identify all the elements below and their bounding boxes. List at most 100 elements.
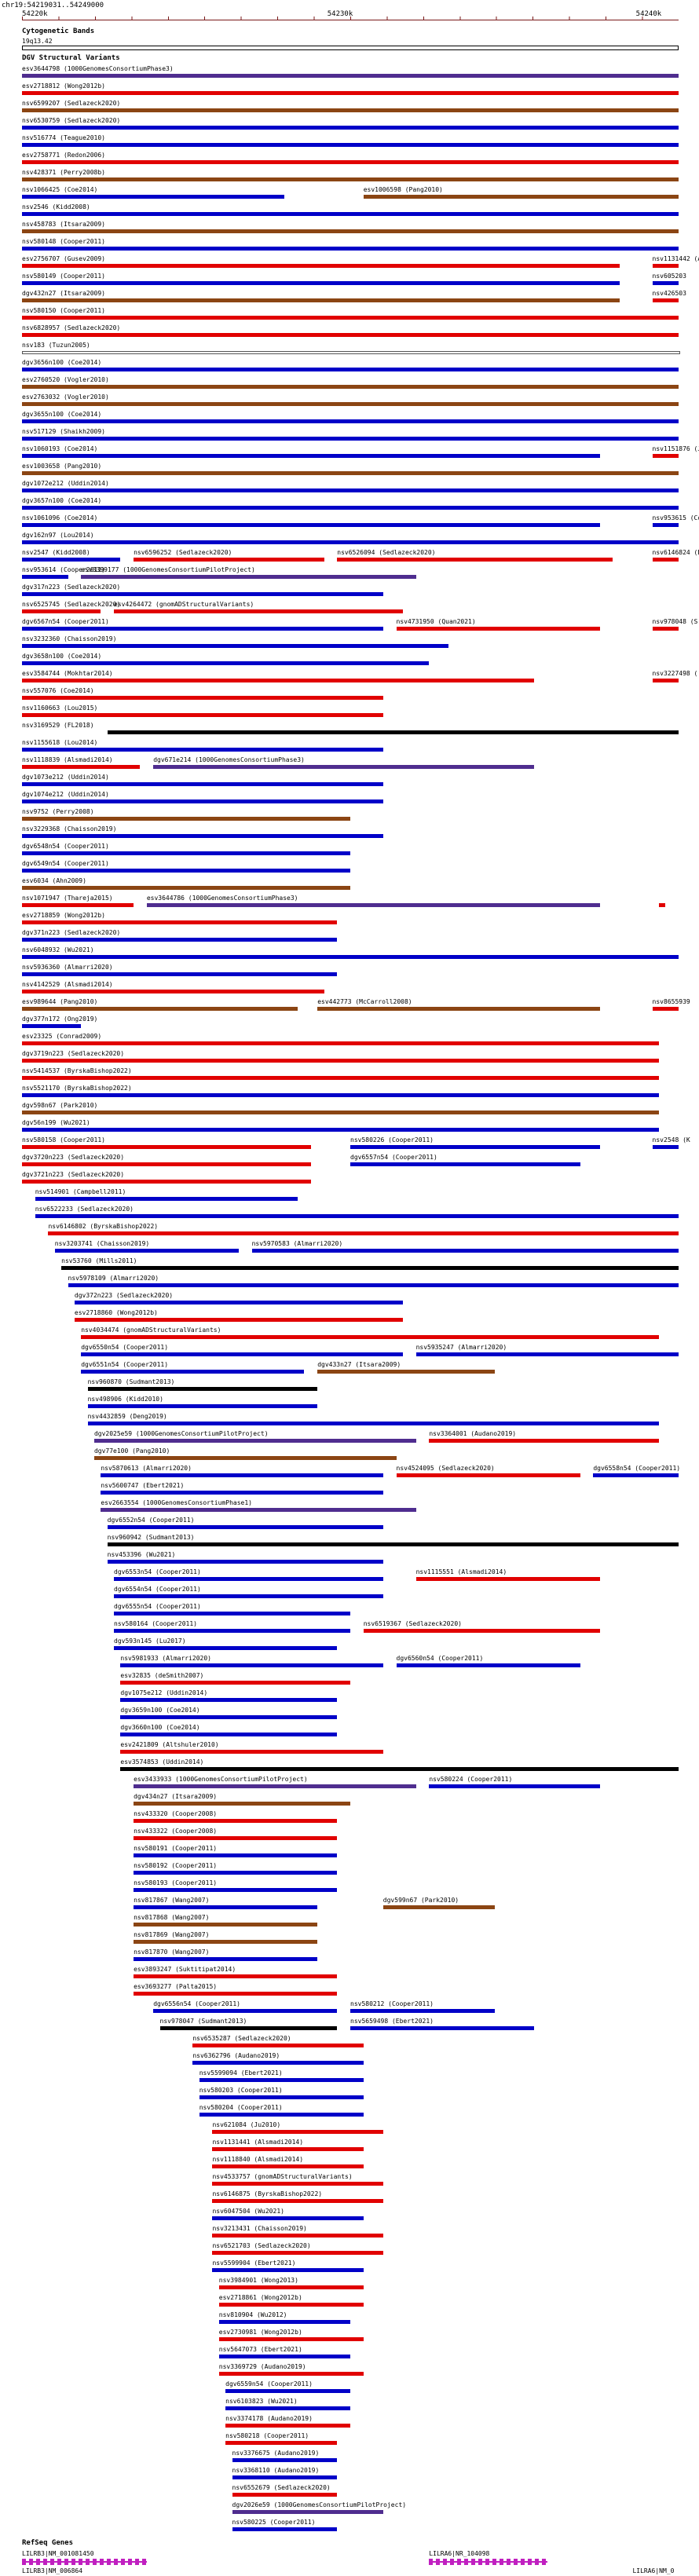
variant-bar[interactable] — [415, 1352, 679, 1356]
variant-bar[interactable] — [225, 2406, 350, 2410]
variant-bar[interactable] — [218, 2320, 350, 2324]
variant-bar[interactable] — [212, 2164, 364, 2168]
variant-bar[interactable] — [22, 661, 430, 665]
variant-bar[interactable] — [93, 1439, 416, 1443]
variant-bar[interactable] — [22, 298, 620, 302]
variant-bar[interactable] — [22, 800, 383, 803]
variant-bar[interactable] — [212, 2130, 383, 2134]
variant-bar[interactable] — [363, 1629, 600, 1633]
variant-bar[interactable] — [429, 1784, 600, 1788]
variant-bar[interactable] — [134, 1957, 318, 1961]
variant-bar[interactable] — [22, 748, 383, 752]
variant-bar[interactable] — [22, 713, 383, 717]
variant-bar[interactable] — [251, 1249, 679, 1253]
variant-bar[interactable] — [199, 2095, 364, 2099]
variant-bar[interactable] — [101, 1491, 383, 1495]
variant-bar[interactable] — [317, 1370, 495, 1374]
variant-bar[interactable] — [218, 2285, 364, 2289]
variant-bar[interactable] — [22, 886, 350, 890]
variant-bar[interactable] — [159, 2026, 338, 2030]
variant-bar[interactable] — [134, 1905, 318, 1909]
variant-bar[interactable] — [22, 385, 679, 389]
variant-bar[interactable] — [22, 765, 141, 769]
variant-bar[interactable] — [22, 471, 679, 475]
variant-bar[interactable] — [22, 333, 679, 337]
variant-bar[interactable] — [212, 2182, 383, 2186]
variant-bar[interactable] — [22, 955, 679, 959]
variant-bar[interactable] — [652, 523, 679, 527]
variant-bar[interactable] — [22, 229, 679, 233]
variant-bar[interactable] — [652, 281, 679, 285]
gene-model[interactable] — [22, 2559, 147, 2565]
variant-bar[interactable] — [22, 126, 679, 130]
variant-bar[interactable] — [396, 1663, 580, 1667]
variant-bar[interactable] — [22, 627, 383, 631]
variant-bar[interactable] — [22, 419, 679, 423]
variant-bar[interactable] — [652, 454, 679, 458]
variant-bar[interactable] — [232, 2493, 338, 2497]
variant-bar[interactable] — [22, 1093, 659, 1097]
variant-bar[interactable] — [415, 1577, 600, 1581]
variant-bar[interactable] — [22, 1024, 82, 1028]
variant-bar[interactable] — [81, 1370, 305, 1374]
variant-bar[interactable] — [22, 212, 679, 216]
variant-bar[interactable] — [22, 609, 101, 613]
variant-bar[interactable] — [192, 2044, 364, 2047]
variant-bar[interactable] — [350, 1145, 600, 1149]
variant-bar[interactable] — [81, 1352, 403, 1356]
variant-bar[interactable] — [68, 1283, 679, 1287]
variant-bar[interactable] — [22, 247, 679, 251]
variant-bar[interactable] — [22, 679, 535, 682]
variant-bar[interactable] — [120, 1767, 679, 1771]
variant-bar[interactable] — [652, 1007, 679, 1011]
variant-bar[interactable] — [61, 1266, 679, 1270]
variant-bar[interactable] — [81, 1335, 659, 1339]
variant-bar[interactable] — [350, 1162, 580, 1166]
variant-bar[interactable] — [350, 2026, 535, 2030]
variant-bar[interactable] — [22, 1162, 311, 1166]
variant-bar[interactable] — [107, 730, 679, 734]
variant-bar[interactable] — [87, 1387, 318, 1391]
variant-bar[interactable] — [114, 1646, 338, 1650]
variant-bar[interactable] — [212, 2216, 364, 2220]
variant-bar[interactable] — [22, 488, 679, 492]
variant-bar[interactable] — [22, 195, 285, 199]
variant-bar[interactable] — [22, 990, 324, 993]
variant-bar[interactable] — [652, 264, 679, 268]
variant-bar[interactable] — [107, 1525, 383, 1529]
variant-bar[interactable] — [107, 1560, 383, 1564]
variant-bar[interactable] — [363, 195, 679, 199]
variant-bar[interactable] — [134, 1940, 318, 1944]
variant-bar[interactable] — [74, 1301, 403, 1304]
variant-bar[interactable] — [212, 2251, 383, 2255]
variant-bar[interactable] — [22, 402, 679, 406]
variant-bar[interactable] — [114, 1594, 383, 1598]
variant-bar[interactable] — [22, 281, 620, 285]
variant-bar[interactable] — [120, 1681, 350, 1685]
variant-bar[interactable] — [22, 91, 679, 95]
variant-bar[interactable] — [134, 1974, 338, 1978]
variant-bar[interactable] — [22, 437, 679, 441]
variant-bar[interactable] — [22, 506, 679, 510]
variant-bar[interactable] — [134, 1819, 338, 1823]
variant-bar[interactable] — [22, 782, 383, 786]
variant-bar[interactable] — [22, 1076, 659, 1080]
variant-bar[interactable] — [54, 1249, 239, 1253]
variant-bar[interactable] — [232, 2510, 383, 2514]
variant-bar[interactable] — [22, 1111, 659, 1114]
variant-bar[interactable] — [22, 938, 338, 942]
variant-bar[interactable] — [22, 523, 600, 527]
variant-bar[interactable] — [22, 454, 600, 458]
variant-bar[interactable] — [101, 1473, 383, 1477]
variant-bar[interactable] — [22, 558, 121, 562]
variant-bar[interactable] — [658, 903, 666, 907]
variant-bar[interactable] — [232, 2458, 338, 2462]
variant-bar[interactable] — [652, 627, 679, 631]
variant-bar[interactable] — [35, 1214, 679, 1218]
variant-bar[interactable] — [212, 2199, 383, 2203]
variant-bar[interactable] — [134, 558, 324, 562]
variant-bar[interactable] — [22, 143, 679, 147]
variant-bar[interactable] — [429, 1439, 659, 1443]
variant-bar[interactable] — [225, 2424, 350, 2428]
variant-bar[interactable] — [593, 1473, 679, 1477]
